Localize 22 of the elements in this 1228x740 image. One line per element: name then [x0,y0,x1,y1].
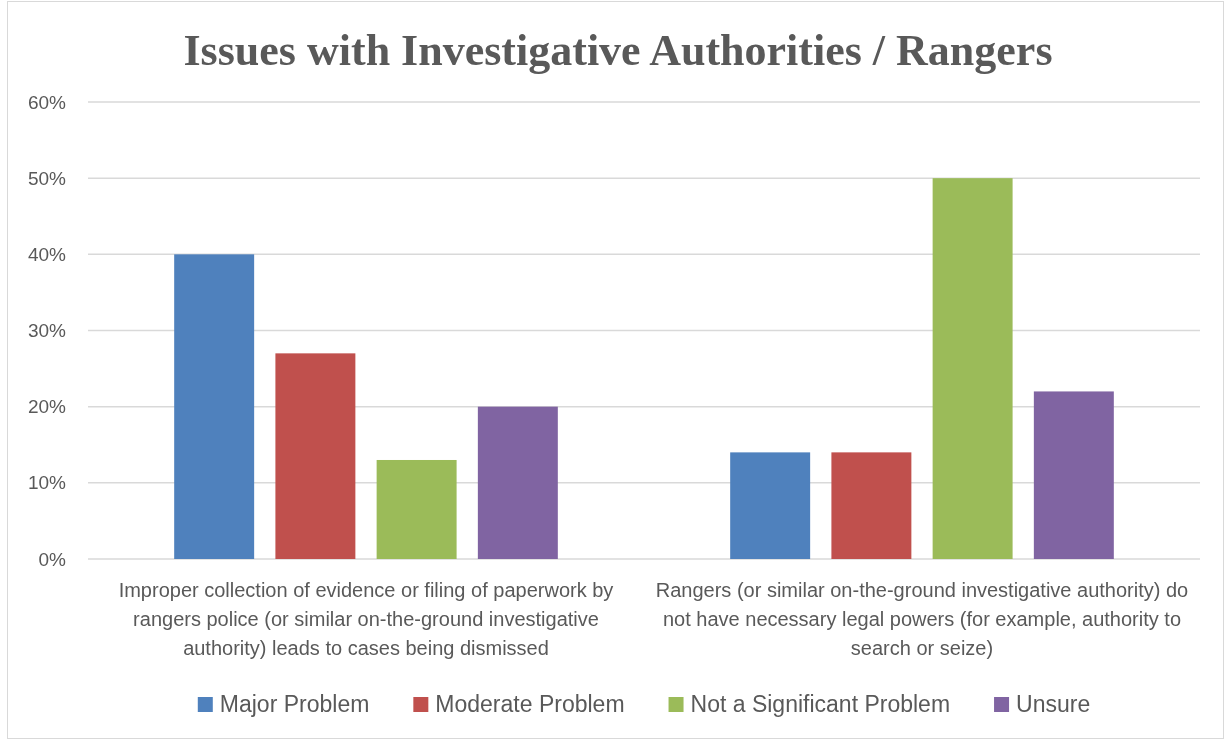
bar [1033,391,1114,559]
bar [376,459,457,559]
legend-label: Unsure [1016,691,1091,717]
bar [477,406,558,559]
bar [275,353,356,559]
legend-label: Major Problem [219,691,370,717]
y-tick-label: 40% [27,243,67,265]
bar [932,178,1013,559]
bar [831,452,912,559]
y-tick-label: 10% [27,472,67,494]
y-tick-label: 20% [27,396,67,418]
legend-label: Not a Significant Problem [690,691,951,717]
y-tick-label: 50% [27,167,67,189]
legend-label: Moderate Problem [435,691,625,717]
chart-title: Issues with Investigative Authorities / Rangers [183,26,1053,75]
bar [174,254,255,559]
bar [730,452,811,559]
x-tick-label: Improper collection of evidence or filing of paperwork by rangers police (or similar on-the-ground investigative authority) leads to cases being dismissed [118,579,614,659]
y-tick-label: 0% [38,548,67,570]
x-tick-label: Rangers (or similar on-the-ground investigative authority) do not have necessary legal powers (for example, authority to search or seize) [655,579,1189,659]
y-tick-label: 60% [27,91,67,113]
y-tick-label: 30% [27,320,67,342]
